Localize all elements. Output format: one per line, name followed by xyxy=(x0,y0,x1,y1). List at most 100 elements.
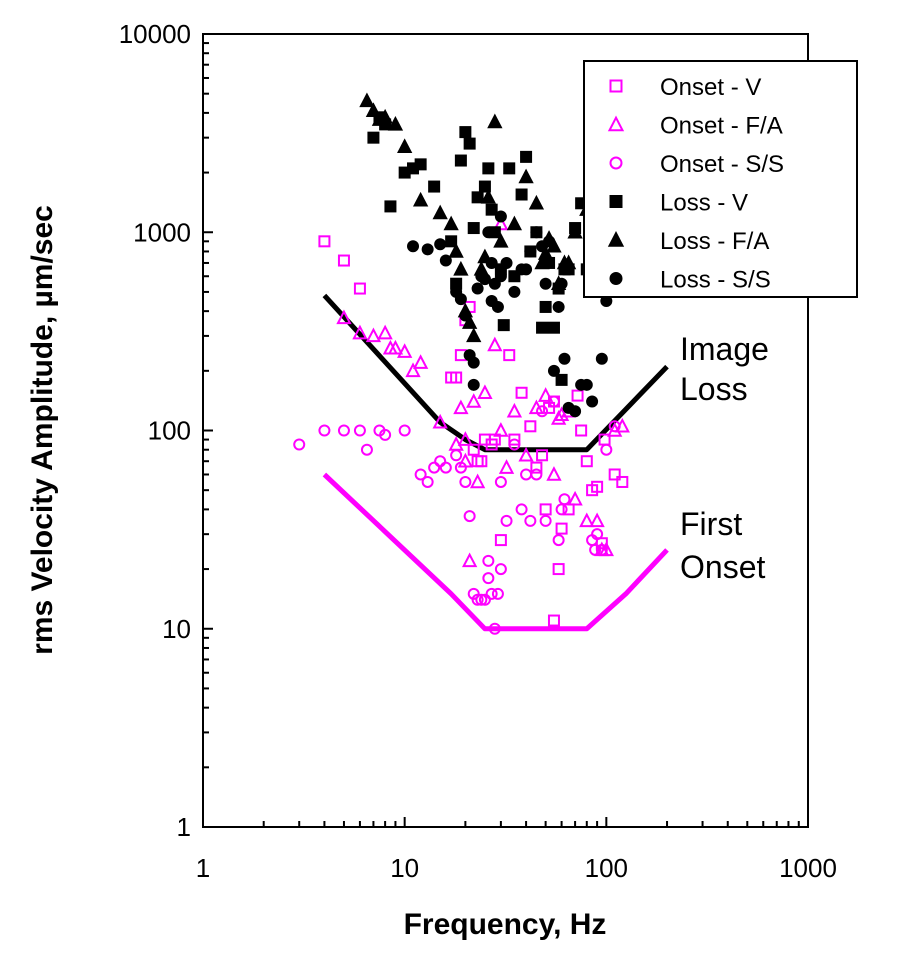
loss-v-point xyxy=(471,191,484,204)
loss-s-s-point xyxy=(569,405,582,418)
loss-f-a-point xyxy=(461,314,478,329)
onset-s-s-point xyxy=(485,587,498,600)
loss-v-point xyxy=(428,180,441,193)
loss-v-point xyxy=(459,126,472,139)
legend-marker-onset-s-s xyxy=(609,156,623,170)
onset-f-a-point xyxy=(567,490,583,506)
loss-v-point xyxy=(536,321,549,334)
y-tick-label: 100 xyxy=(148,416,191,446)
loss-v-point xyxy=(454,154,467,167)
onset-s-s-point xyxy=(515,503,528,516)
first-onset-label-line1: First xyxy=(680,506,742,542)
onset-v-point xyxy=(552,563,565,576)
loss-v-point xyxy=(515,188,528,201)
onset-s-s-point xyxy=(491,587,504,600)
loss-s-s-point xyxy=(482,226,495,239)
loss-v-point xyxy=(445,235,458,248)
loss-v-point xyxy=(467,222,480,235)
onset-f-a-point xyxy=(477,384,493,400)
onset-s-s-point xyxy=(524,514,537,527)
loss-v-point xyxy=(478,180,491,193)
loss-f-a-point xyxy=(377,108,393,124)
onset-v-point xyxy=(555,522,568,535)
onset-s-s-point xyxy=(539,514,552,527)
onset-s-s-point xyxy=(454,461,467,474)
threshold-lines xyxy=(322,293,669,632)
loss-f-a-point xyxy=(387,115,404,131)
onset-s-s-point xyxy=(459,475,472,488)
legend-marker-loss-v xyxy=(609,195,623,208)
y-axis-title: rms Velocity Amplitude, µm/sec xyxy=(26,205,59,655)
onset-v-point xyxy=(536,449,549,462)
loss-s-s-point xyxy=(485,256,498,269)
onset-s-s-point xyxy=(482,572,495,585)
onset-s-s-point xyxy=(530,468,543,481)
onset-f-a-point xyxy=(546,466,562,481)
onset-s-s-point xyxy=(488,622,501,635)
loss-s-s-point xyxy=(407,240,420,253)
onset-v-point xyxy=(571,389,584,402)
onset-f-a-point xyxy=(377,324,393,340)
loss-f-a-point xyxy=(448,243,464,258)
onset-s-s-point xyxy=(428,461,441,474)
onset-s-s-point xyxy=(398,424,411,437)
onset-v-point xyxy=(508,433,521,446)
onset-v-point xyxy=(494,534,507,547)
loss-v-point xyxy=(508,270,521,283)
onset-v-point xyxy=(515,386,528,399)
loss-s-s-point xyxy=(467,378,480,391)
loss-v-point xyxy=(384,200,397,213)
legend-marker-onset-v xyxy=(609,79,623,93)
loss-s-s-point xyxy=(471,282,484,295)
onset-v-point xyxy=(318,235,331,248)
loss-s-s-point xyxy=(488,277,501,290)
onset-f-a-point xyxy=(493,215,509,231)
x-tick-label: 100 xyxy=(585,853,628,883)
onset-v-point xyxy=(524,420,537,433)
loss-v-point xyxy=(482,162,495,175)
loss-f-a-point xyxy=(487,113,503,129)
onset-v-point xyxy=(467,443,480,456)
onset-s-s-point xyxy=(494,563,507,576)
onset-v-point xyxy=(616,475,629,488)
loss-s-s-point xyxy=(459,309,472,322)
onset-v-point xyxy=(337,254,350,267)
loss-f-a-point xyxy=(443,215,459,231)
loss-s-s-point xyxy=(491,300,504,313)
onset-s-s-point xyxy=(482,554,495,567)
loss-f-a-point xyxy=(397,138,413,153)
loss-s-s-point xyxy=(530,226,543,239)
onset-v-point xyxy=(475,455,488,468)
onset-f-a-point xyxy=(466,393,482,408)
onset-f-a-point xyxy=(498,459,515,474)
onset-s-s-point xyxy=(608,420,621,433)
onset-f-a-point xyxy=(397,343,413,358)
onset-s-s-point xyxy=(293,438,306,451)
legend: Onset - V Onset - F/A Onset - S/S Loss - V L… xyxy=(583,60,858,298)
onset-s-s-point xyxy=(555,503,568,516)
first-onset-line xyxy=(322,472,669,632)
onset-f-a-point xyxy=(412,354,429,369)
onset-s-s-point xyxy=(467,587,480,600)
onset-f-a-point xyxy=(461,552,478,568)
data-points xyxy=(293,92,630,635)
onset-s-s-point xyxy=(434,455,447,468)
onset-s-s-point xyxy=(595,543,608,556)
legend-label-loss-s-s: Loss - S/S xyxy=(660,267,771,294)
onset-f-a-point xyxy=(405,362,421,378)
loss-s-s-point xyxy=(454,293,467,306)
loss-f-a-point xyxy=(528,194,545,210)
loss-s-s-point xyxy=(520,263,533,276)
loss-v-point xyxy=(520,150,533,163)
y-tick-label: 1000 xyxy=(133,217,191,247)
x-tick-label: 10 xyxy=(390,853,419,883)
image-loss-label-line2: Loss xyxy=(680,371,748,407)
y-tick-label: 1 xyxy=(177,812,191,842)
onset-f-a-point xyxy=(487,336,503,352)
first-onset-label-line2: Onset xyxy=(680,549,765,585)
onset-v-point xyxy=(591,480,604,493)
onset-f-a-point xyxy=(537,387,554,402)
onset-s-s-point xyxy=(450,449,463,462)
loss-v-point xyxy=(555,373,568,386)
